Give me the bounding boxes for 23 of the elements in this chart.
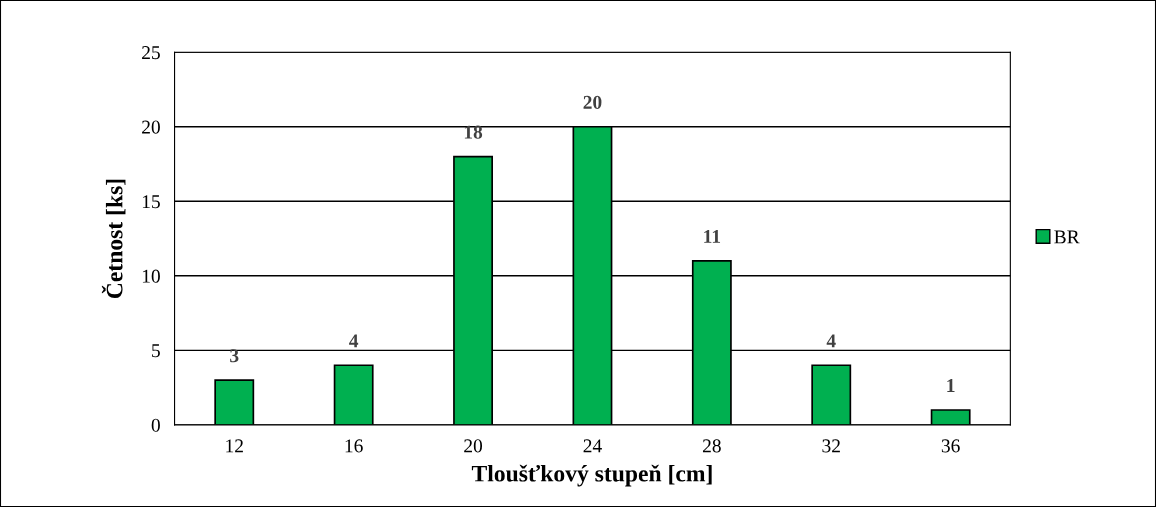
- data-label: 11: [704, 230, 721, 243]
- y-axis-title: Četnost [ks]: [101, 179, 126, 299]
- data-label: 3: [230, 349, 239, 363]
- y-tick-label: 25: [142, 46, 160, 60]
- x-tick-label: 16: [345, 439, 363, 453]
- data-label: 4: [349, 334, 359, 348]
- y-tick-label: 5: [152, 344, 160, 358]
- x-tick-label: 20: [464, 439, 483, 453]
- x-tick-label: 24: [583, 439, 602, 453]
- y-tick-label: 20: [142, 120, 160, 134]
- data-label: 1: [947, 379, 955, 392]
- legend-label: BR: [1054, 230, 1080, 244]
- x-tick-label: 12: [226, 439, 243, 453]
- y-tick-label: 15: [142, 195, 160, 209]
- y-tick-label: 10: [142, 269, 160, 283]
- x-axis-title: Tloušťkový stupeň [cm]: [471, 464, 712, 487]
- data-label: 4: [826, 334, 836, 348]
- x-tick-label: 28: [702, 439, 721, 453]
- x-tick-label: 32: [822, 439, 840, 453]
- data-label: 18: [464, 125, 483, 139]
- x-tick-label: 36: [941, 439, 960, 453]
- data-label: 20: [583, 95, 602, 109]
- y-tick-label: 0: [151, 418, 160, 432]
